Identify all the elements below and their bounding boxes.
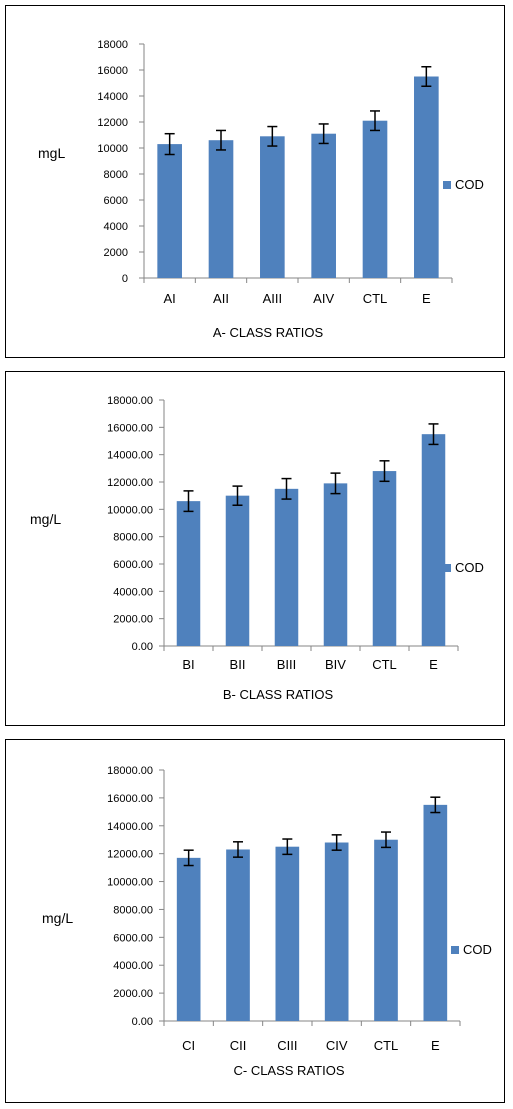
chart-b-y-tick-label: 2000.00 (113, 614, 153, 626)
chart-a-y-tick-label: 2000 (104, 247, 128, 259)
chart-b-y-tick-label: 4000.00 (113, 586, 153, 598)
chart-b-y-tick-label: 10000.00 (107, 504, 153, 516)
chart-b-legend-swatch (443, 564, 451, 572)
chart-b-bar (372, 471, 397, 646)
chart-b-y-tick-label: 12000.00 (107, 477, 153, 489)
chart-a-svg: 0 2000 4000 6000 8000 10000 12000 14000 16000 180… (38, 39, 484, 340)
chart-b-bar (176, 501, 201, 646)
chart-panel-a: 0 2000 4000 6000 8000 10000 12000 14000 16000 180… (5, 5, 505, 358)
chart-b-x-axis-label: B- CLASS RATIOS (223, 687, 334, 702)
chart-b-svg: 0.00 2000.00 4000.00 6000.00 8000.00 10000.00… (30, 395, 484, 702)
chart-a-y-axis-label: mgL (38, 145, 65, 161)
chart-b-y-axis-label: mg/L (30, 511, 61, 527)
chart-c-svg: 0.00 2000.00 4000.00 6000.00 8000.00 10000.00… (42, 765, 492, 1078)
chart-c-legend-swatch (451, 946, 459, 954)
chart-a-bar (157, 144, 182, 278)
chart-b-y-tick-label: 6000.00 (113, 559, 153, 571)
chart-c-y-tick-label: 0.00 (132, 1016, 153, 1028)
chart-a-y-tick-label: 8000 (104, 169, 128, 181)
chart-panel-b: 0.00 2000.00 4000.00 6000.00 8000.00 10000.00… (5, 371, 505, 726)
chart-c-bar (374, 839, 398, 1021)
chart-c-x-axis-label: C- CLASS RATIOS (233, 1063, 344, 1078)
chart-a-legend-label: COD (455, 177, 484, 192)
chart-c-bar (275, 846, 300, 1021)
chart-b-category-label: BII (230, 657, 246, 672)
chart-b-y-tick-label: 14000.00 (107, 450, 153, 462)
chart-c-bar (324, 842, 349, 1021)
chart-a-y-tick-label: 18000 (97, 39, 128, 51)
chart-c-legend-label: COD (463, 942, 492, 957)
chart-c-bar (226, 849, 250, 1021)
chart-a-bar (414, 76, 439, 278)
chart-b-y-tick-label: 16000.00 (107, 422, 153, 434)
chart-a-bar (362, 120, 388, 278)
chart-c-bar (423, 804, 448, 1021)
chart-panel-c: 0.00 2000.00 4000.00 6000.00 8000.00 10000.00… (5, 739, 505, 1103)
chart-a-legend-swatch (443, 181, 451, 189)
chart-a-category-label: AII (213, 291, 229, 306)
chart-a-y-tick-label: 10000 (97, 143, 128, 155)
chart-b-bar (274, 488, 299, 646)
chart-b-y-tick-label: 8000.00 (113, 532, 153, 544)
chart-c-category-label: E (431, 1038, 440, 1053)
chart-a-y-tick-label: 4000 (104, 221, 128, 233)
chart-b-category-label: BIV (325, 657, 346, 672)
chart-c-y-tick-label: 2000.00 (113, 988, 153, 1000)
chart-a-category-label: E (422, 291, 431, 306)
chart-a-y-tick-label: 16000 (97, 65, 128, 77)
chart-c-bar (176, 857, 201, 1021)
chart-c-category-label: CII (230, 1038, 247, 1053)
chart-c-y-axis-label: mg/L (42, 910, 73, 926)
chart-c-y-tick-label: 6000.00 (113, 932, 153, 944)
chart-b-bar (323, 483, 348, 646)
chart-a-bar (260, 136, 285, 278)
chart-c-y-tick-label: 8000.00 (113, 904, 153, 916)
chart-c-y-tick-label: 16000.00 (107, 793, 153, 805)
chart-b-bar (225, 495, 250, 646)
chart-c-y-tick-label: 18000.00 (107, 765, 153, 777)
chart-c-y-tick-label: 10000.00 (107, 877, 153, 889)
chart-b-category-label: CTL (372, 657, 397, 672)
chart-a-x-axis-label: A- CLASS RATIOS (213, 325, 324, 340)
chart-a-category-label: AIV (313, 291, 334, 306)
chart-a-category-label: CTL (363, 291, 388, 306)
chart-c-category-label: CTL (374, 1038, 399, 1053)
chart-b-bar (421, 434, 446, 646)
chart-a-y-tick-label: 0 (122, 273, 128, 285)
chart-b-y-tick-label: 18000.00 (107, 395, 153, 407)
chart-b-y-tick-label: 0.00 (132, 641, 153, 653)
chart-a-bar (311, 133, 336, 278)
chart-b-legend-label: COD (455, 560, 484, 575)
chart-a-y-tick-label: 6000 (104, 195, 128, 207)
chart-a-y-tick-label: 12000 (97, 117, 128, 129)
chart-a-category-label: AI (164, 291, 176, 306)
chart-a-category-label: AIII (263, 291, 283, 306)
chart-b-category-label: BIII (277, 657, 297, 672)
chart-a-bar (208, 140, 234, 278)
chart-b-category-label: E (429, 657, 438, 672)
chart-c-category-label: CIV (326, 1038, 348, 1053)
chart-c-y-tick-label: 12000.00 (107, 849, 153, 861)
chart-a-y-tick-label: 14000 (97, 91, 128, 103)
chart-c-category-label: CIII (277, 1038, 297, 1053)
chart-b-category-label: BI (182, 657, 194, 672)
chart-c-y-tick-label: 14000.00 (107, 821, 153, 833)
chart-c-y-tick-label: 4000.00 (113, 960, 153, 972)
chart-c-category-label: CI (182, 1038, 195, 1053)
